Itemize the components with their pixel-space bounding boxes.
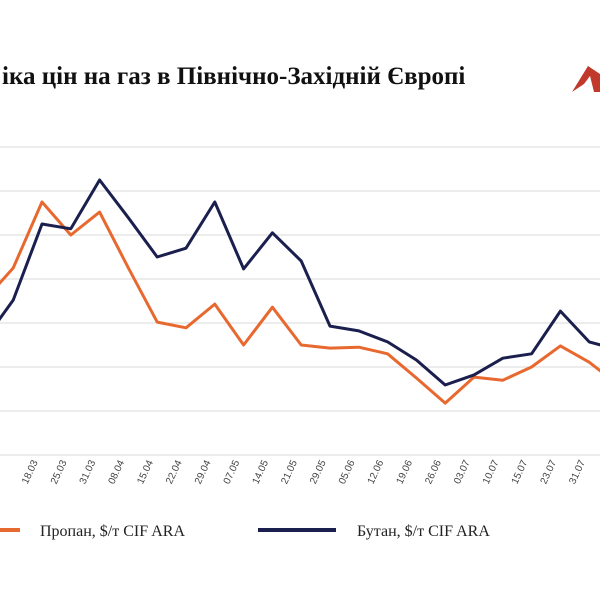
x-tick-label: 18.03	[20, 458, 41, 486]
x-tick-label: 08.04	[107, 458, 128, 486]
series-line	[0, 200, 600, 405]
x-tick-label: 22.04	[164, 458, 185, 486]
logo	[572, 66, 600, 92]
x-tick-label: 31.07	[567, 458, 588, 486]
x-tick-label: 15.04	[135, 458, 156, 486]
x-tick-label: 26.06	[423, 458, 444, 486]
x-tick-label: 03.07	[452, 458, 473, 486]
x-tick-label: 19.06	[395, 458, 416, 486]
x-tick-label: 14.05	[251, 458, 272, 486]
series-line	[0, 178, 600, 387]
chart-title: іка цін на газ в Північно-Західній Європ…	[2, 63, 465, 90]
x-tick-label: 15.07	[510, 458, 531, 486]
x-tick-label: 05.06	[337, 458, 358, 486]
legend-label: Бутан, $/т CIF ARA	[357, 523, 490, 540]
x-tick-label: 29.04	[193, 458, 214, 486]
legend-label: Пропан, $/т CIF ARA	[40, 523, 185, 540]
x-tick-label: 21.05	[279, 458, 300, 486]
x-tick-label: 10.07	[481, 458, 502, 486]
x-tick-label: 07.05	[222, 458, 243, 486]
x-tick-label: 29.05	[308, 458, 329, 486]
x-tick-label: 25.03	[49, 458, 70, 486]
x-tick-label: 31.03	[78, 458, 99, 486]
x-tick-label: 12.06	[366, 458, 387, 486]
x-tick-label: 23.07	[539, 458, 560, 486]
